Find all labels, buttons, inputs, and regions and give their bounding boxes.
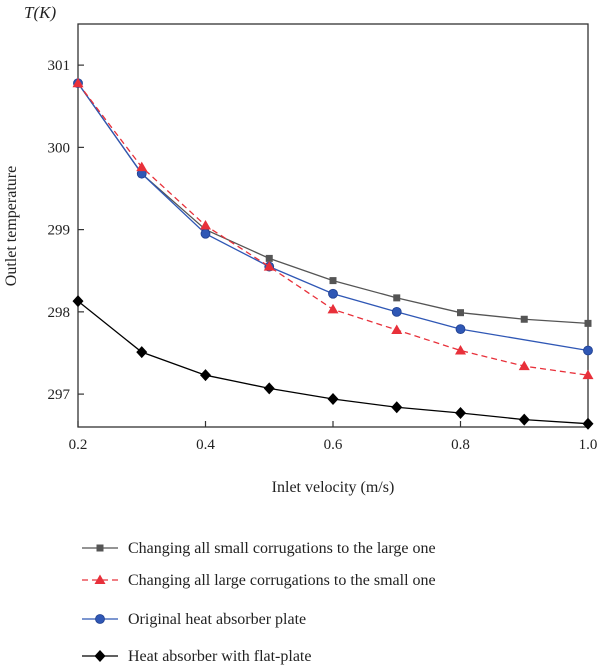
data-point [582,369,594,380]
x-tick-label: 0.2 [69,437,88,453]
data-point [583,345,593,356]
x-tick-label: 0.8 [451,437,470,453]
data-point [72,295,84,308]
y-tick-label: 298 [48,305,71,321]
series-3 [73,78,593,356]
data-point [263,382,275,395]
legend: Changing all small corrugations to the l… [82,540,436,665]
data-point [520,315,528,323]
legend-marker [95,614,105,624]
legend-label: Heat absorber with flat-plate [128,648,311,665]
data-point [72,77,84,88]
series-line [77,82,589,325]
y-tick-label: 297 [48,387,71,403]
legend-item-2: Changing all large corrugations to the s… [82,572,436,589]
data-point [455,324,466,335]
data-point [582,417,594,430]
series-line [77,82,589,376]
x-tick-label: 1.0 [579,437,598,453]
legend-label: Changing all small corrugations to the l… [128,540,436,557]
data-point [391,401,403,414]
data-point [518,360,530,371]
data-point [200,228,211,239]
legend-item-1: Changing all small corrugations to the l… [82,540,436,557]
data-point [391,324,403,334]
data-point [265,254,273,262]
data-point [200,369,211,382]
data-point [329,277,337,285]
data-point [393,294,401,302]
data-point [200,220,211,230]
data-point [584,319,592,327]
x-tick-label: 0.6 [324,437,343,453]
series-2 [72,77,594,380]
legend-item-4: Heat absorber with flat-plate [82,648,311,665]
y-tick-label: 299 [48,223,71,239]
data-point [391,306,402,317]
series-line [77,82,589,352]
legend-label: Original heat absorber plate [128,611,306,628]
data-point [263,261,275,271]
y-unit-label: T(K) [24,3,56,22]
y-tick-label: 301 [48,58,71,74]
data-point [327,393,339,406]
data-point [455,345,466,355]
data-point [327,303,339,314]
legend-item-3: Original heat absorber plate [82,611,306,628]
legend-marker [94,650,106,662]
data-point [328,288,338,299]
data-point [136,161,148,172]
axis-ticks: 0.2 0.4 0.6 0.8 1.0 297 298 299 300 301 [48,58,598,453]
series-layer [72,77,594,430]
legend-label: Changing all large corrugations to the s… [128,572,436,589]
data-point [518,413,530,426]
legend-marker [94,574,106,584]
plot-frame [77,23,589,428]
y-tick-label: 300 [48,140,71,156]
x-tick-label: 0.4 [196,437,215,453]
legend-marker [96,544,104,552]
series-4 [72,295,594,430]
data-point [136,346,148,359]
y-axis-title: Outlet temperature [3,166,20,286]
x-axis-title: Inlet velocity (m/s) [272,479,395,496]
data-point [457,309,464,317]
data-point [455,407,466,420]
